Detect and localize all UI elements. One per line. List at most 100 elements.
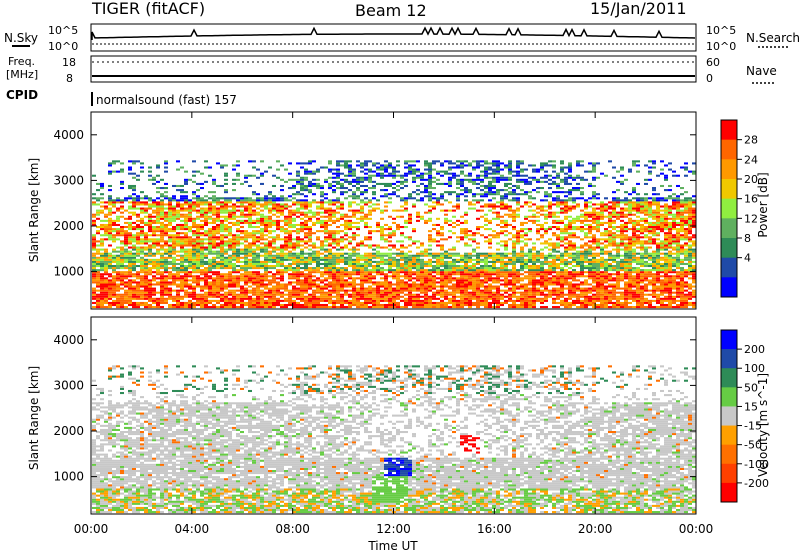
power-cell — [108, 197, 112, 200]
power-cell — [488, 273, 492, 276]
power-cell — [372, 203, 376, 206]
power-cell — [224, 244, 228, 247]
power-cell — [400, 254, 404, 257]
power-cell — [132, 301, 136, 304]
power-cell — [260, 228, 264, 231]
power-cell — [388, 262, 392, 265]
power-cell — [360, 283, 364, 286]
power-cell — [268, 291, 272, 294]
power-cell — [92, 289, 96, 292]
power-cell — [108, 291, 112, 294]
power-cell — [92, 254, 96, 257]
power-cell — [404, 174, 408, 177]
power-cell — [112, 285, 116, 288]
power-cell — [348, 289, 352, 292]
power-cell — [480, 215, 484, 218]
power-cell — [336, 217, 340, 220]
power-cell — [532, 246, 536, 249]
power-cell — [172, 246, 176, 249]
power-cell — [496, 160, 500, 163]
power-cell — [236, 242, 240, 245]
power-cell — [120, 283, 124, 286]
power-cell — [424, 203, 428, 206]
power-cell — [148, 281, 152, 284]
power-cell — [184, 254, 188, 257]
power-cell — [128, 254, 132, 257]
power-cell — [512, 191, 516, 194]
power-cell — [120, 246, 124, 249]
power-cell — [304, 234, 308, 237]
power-cell — [472, 267, 476, 270]
power-cell — [160, 306, 164, 309]
power-cell — [368, 230, 372, 233]
power-cell — [492, 172, 496, 175]
power-cell — [368, 213, 372, 216]
power-cell — [428, 211, 432, 214]
power-cell — [488, 267, 492, 270]
power-cell — [380, 238, 384, 241]
power-cell — [216, 301, 220, 304]
power-cell — [180, 258, 184, 261]
power-cell — [300, 285, 304, 288]
power-cell — [340, 240, 344, 243]
power-cell — [436, 271, 440, 274]
power-cell — [124, 306, 128, 309]
power-cell — [476, 285, 480, 288]
power-cell — [332, 221, 336, 224]
power-cell — [452, 174, 456, 177]
power-cell — [420, 287, 424, 290]
power-cell — [512, 254, 516, 257]
power-cell — [372, 287, 376, 290]
power-cell — [164, 281, 168, 284]
power-cell — [156, 242, 160, 245]
power-cell — [272, 293, 276, 296]
power-cell — [176, 240, 180, 243]
power-cell — [172, 264, 176, 268]
power-cell — [200, 187, 204, 190]
power-cell — [328, 213, 332, 216]
power-cell — [268, 219, 272, 222]
power-cell — [396, 273, 400, 276]
power-cell — [244, 289, 248, 292]
power-cell — [428, 180, 432, 183]
power-cell — [320, 258, 324, 261]
power-cell — [372, 184, 376, 188]
power-cell — [408, 193, 412, 196]
power-cell — [168, 197, 172, 200]
power-cell — [440, 291, 444, 294]
power-cell — [152, 221, 156, 224]
power-cell — [436, 301, 440, 304]
power-cell — [496, 242, 500, 245]
power-cell — [344, 289, 348, 292]
power-cell — [524, 201, 528, 204]
power-cell — [172, 238, 176, 241]
power-cell — [152, 262, 156, 265]
power-cell — [164, 226, 168, 229]
power-cell — [472, 271, 476, 274]
power-cell — [196, 295, 200, 298]
power-cell — [312, 295, 316, 298]
power-cell — [144, 287, 148, 290]
power-cell — [488, 219, 492, 222]
power-cell — [464, 199, 468, 202]
power-cell — [336, 269, 340, 272]
power-cell — [484, 166, 488, 169]
power-cell — [160, 232, 164, 235]
power-cell — [456, 285, 460, 288]
power-cell — [100, 293, 104, 296]
power-cell — [436, 262, 440, 265]
power-cell — [440, 264, 444, 268]
power-cell — [420, 271, 424, 274]
power-cell — [168, 238, 172, 241]
power-cell — [272, 258, 276, 261]
power-cell — [196, 234, 200, 237]
power-cell — [244, 238, 248, 241]
power-cell — [424, 262, 428, 265]
power-cell — [376, 199, 380, 202]
power-cell — [156, 217, 160, 220]
power-cell — [472, 234, 476, 237]
power-cell — [184, 234, 188, 237]
power-cell — [524, 174, 528, 177]
power-cell — [288, 254, 292, 257]
power-cell — [176, 258, 180, 261]
